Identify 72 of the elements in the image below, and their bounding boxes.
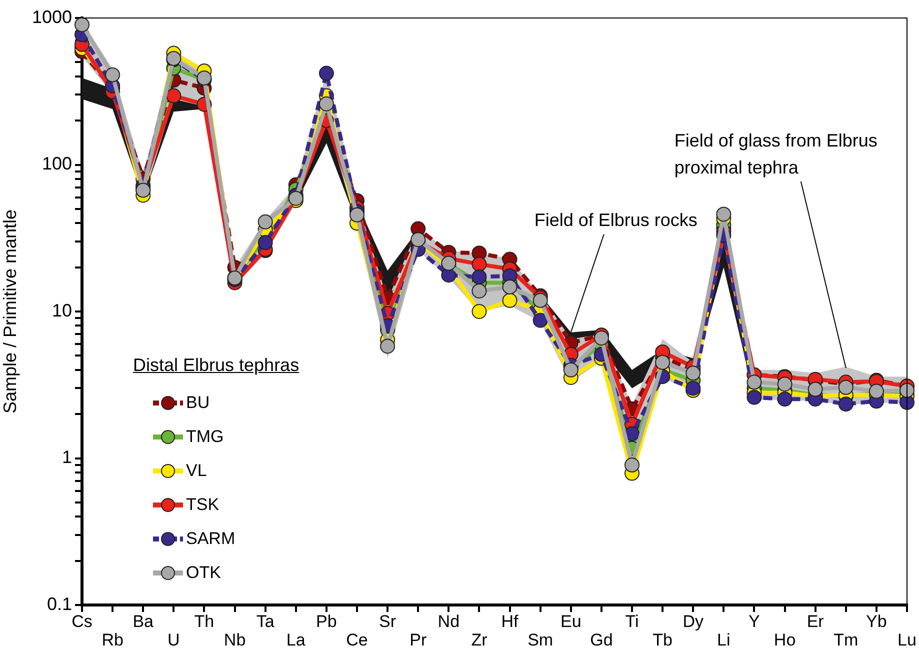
x-tick-label: Gd — [590, 630, 613, 650]
point — [258, 214, 273, 230]
point — [777, 392, 792, 407]
x-tick-label: Ti — [625, 612, 639, 632]
x-tick-label: Cs — [72, 612, 92, 632]
x-tick-label: Ce — [346, 630, 368, 650]
legend-label: SARM — [186, 529, 236, 549]
point — [655, 354, 670, 370]
x-tick-label: Er — [806, 612, 824, 632]
y-tick-label: 100 — [42, 154, 72, 174]
point — [838, 380, 854, 395]
point — [380, 338, 396, 354]
point — [502, 292, 518, 308]
point — [716, 206, 732, 222]
point — [746, 374, 762, 390]
x-tick-label: Hf — [501, 612, 519, 632]
point — [105, 67, 120, 82]
y-tick-label: 10 — [52, 300, 72, 320]
point — [318, 96, 334, 112]
annotation: Field of Elbrus rocks — [534, 210, 698, 230]
x-tick-label: Li — [717, 630, 730, 650]
x-tick-label: Ba — [132, 612, 154, 632]
x-tick-label: U — [168, 630, 180, 650]
y-axis-title: Sample / Primitive mantle — [0, 209, 20, 414]
annotation: Field of glass from Elbrus proximal tephra — [674, 130, 878, 178]
legend-title: Distal Elbrus tephras — [133, 355, 300, 376]
point — [624, 426, 640, 442]
point — [318, 66, 334, 81]
x-tick-label: Zr — [471, 630, 488, 650]
y-tick-label: 0.1 — [46, 594, 72, 614]
legend-label: OTK — [186, 563, 221, 583]
point — [166, 88, 182, 104]
point — [746, 390, 762, 405]
point — [624, 457, 640, 472]
x-tick-label: Nd — [438, 612, 460, 632]
x-tick-label: Sr — [379, 612, 396, 632]
x-tick-label: Dy — [682, 612, 704, 632]
legend-label: VL — [186, 461, 207, 481]
point — [808, 382, 823, 397]
point — [777, 376, 792, 392]
x-tick-label: Pr — [410, 630, 427, 650]
x-tick-label: Ho — [774, 630, 796, 650]
point — [350, 207, 364, 222]
point — [532, 312, 548, 328]
x-tick-label: Nb — [224, 630, 246, 650]
point — [686, 366, 701, 381]
point — [472, 283, 487, 298]
x-tick-label: Y — [748, 612, 760, 632]
y-tick-label: 1000 — [32, 6, 72, 27]
x-tick-label: Tm — [834, 630, 858, 650]
x-tick-label: La — [286, 630, 306, 650]
point — [74, 18, 90, 32]
x-tick-label: Th — [194, 612, 214, 632]
point — [472, 269, 487, 284]
point — [838, 396, 854, 412]
point — [472, 256, 487, 272]
x-tick-label: Eu — [560, 612, 582, 632]
legend-label: BU — [186, 393, 210, 413]
x-tick-label: Tb — [652, 630, 672, 650]
point — [563, 362, 578, 378]
point — [258, 235, 273, 250]
x-tick-label: Rb — [102, 630, 124, 650]
legend-label: TMG — [186, 427, 224, 447]
y-tick-label: 1 — [62, 447, 72, 468]
point — [502, 279, 518, 294]
x-tick-label: Sm — [528, 630, 554, 650]
point — [472, 304, 487, 319]
x-tick-label: Yb — [866, 612, 887, 632]
x-tick-label: Lu — [898, 630, 916, 650]
x-tick-label: Ta — [256, 612, 275, 632]
x-tick-label: Pb — [316, 612, 337, 632]
legend-label: TSK — [186, 495, 220, 515]
